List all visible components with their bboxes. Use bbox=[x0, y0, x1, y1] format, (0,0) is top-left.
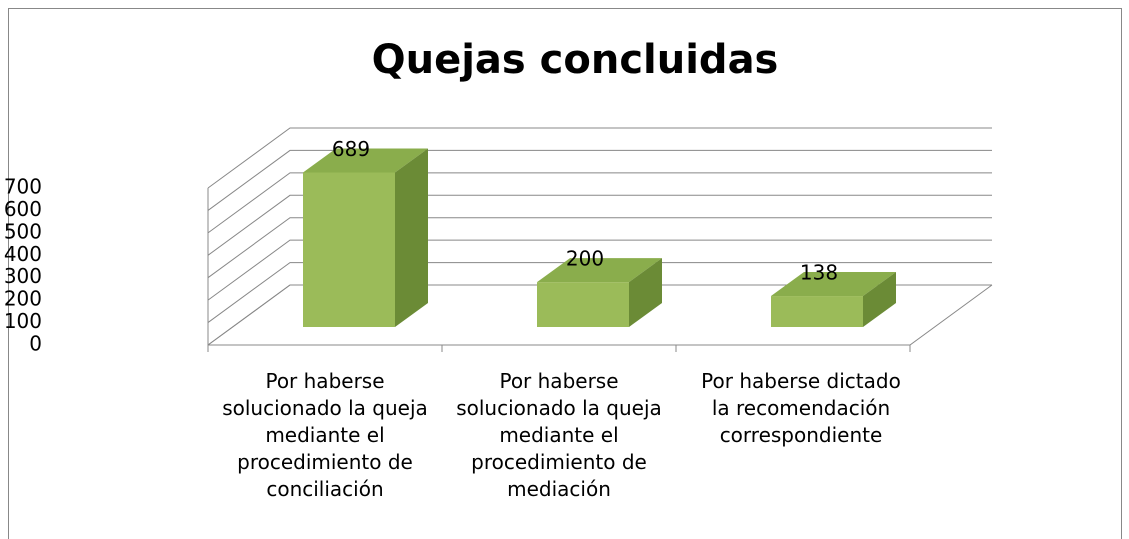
y-tick-label: 700 bbox=[4, 175, 42, 199]
chart-title: Quejas concluidas bbox=[372, 37, 779, 83]
bar-side bbox=[395, 148, 428, 327]
grid-line bbox=[207, 217, 992, 279]
chart-border bbox=[8, 8, 1122, 539]
grid-line bbox=[207, 149, 992, 211]
y-tick-label: 0 bbox=[29, 332, 42, 356]
y-tick-label: 300 bbox=[4, 264, 42, 288]
bar-front bbox=[537, 282, 629, 327]
x-tick-label: Por haberse dictado la recomendación cor… bbox=[701, 369, 901, 447]
y-tick-label: 100 bbox=[4, 309, 42, 333]
bar-side bbox=[629, 258, 662, 327]
bar-front bbox=[771, 296, 863, 327]
y-tick-label: 500 bbox=[4, 219, 42, 243]
data-label: 138 bbox=[800, 261, 838, 285]
grid-line bbox=[207, 284, 992, 346]
data-label: 689 bbox=[332, 137, 370, 161]
grid-line bbox=[207, 262, 992, 323]
y-tick-label: 600 bbox=[4, 197, 42, 221]
bar-side bbox=[863, 272, 896, 327]
x-tick-label: Por haberse solucionado la queja mediant… bbox=[456, 369, 662, 501]
bar-front bbox=[303, 172, 395, 327]
bar-top bbox=[303, 148, 428, 173]
bar-top bbox=[771, 272, 896, 297]
bar-top bbox=[537, 258, 662, 283]
grid-line bbox=[207, 127, 992, 189]
data-label: 200 bbox=[566, 247, 604, 271]
grid-line bbox=[207, 194, 992, 256]
grid-line bbox=[207, 239, 992, 301]
y-tick-label: 200 bbox=[4, 287, 42, 311]
grid-line bbox=[207, 172, 992, 234]
x-tick-label: Por haberse solucionado la queja mediant… bbox=[222, 369, 428, 501]
y-tick-label: 400 bbox=[4, 242, 42, 266]
